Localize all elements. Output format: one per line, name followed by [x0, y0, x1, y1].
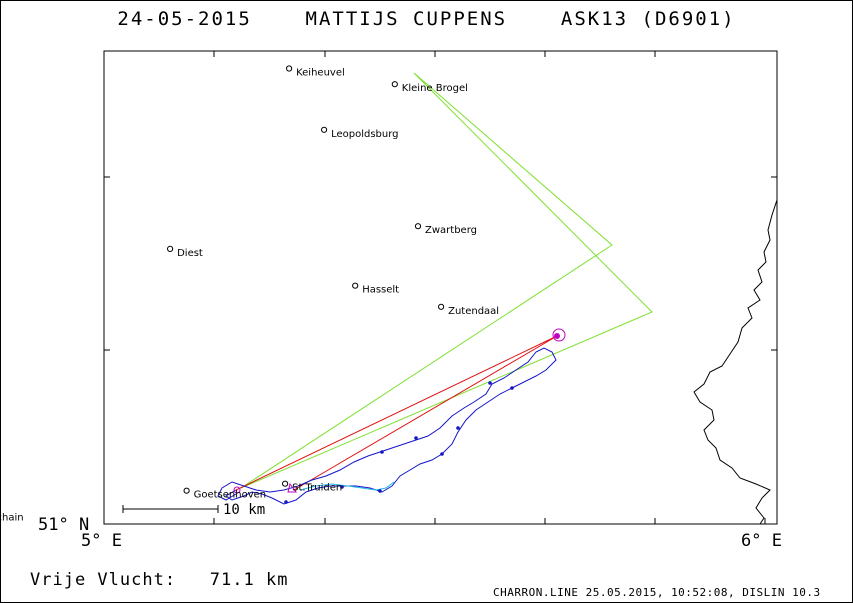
distance-value: 71.1 km — [209, 570, 289, 590]
longitude-right-label: 6° E — [741, 531, 782, 551]
flight-track-segment — [299, 481, 395, 491]
city-label: Goetsenhoven — [194, 490, 267, 501]
track-fix-markers — [284, 381, 514, 504]
scale-bar-label: 10 km — [223, 502, 265, 518]
city-label: St.Truiden — [292, 483, 342, 494]
distance-readout: Vrije Vlucht: 71.1 km — [30, 570, 288, 590]
city-marker — [352, 282, 359, 289]
city-label: Beauvechain — [0, 513, 24, 524]
turnpoint-markers — [233, 328, 566, 494]
country-border — [693, 199, 778, 525]
city-marker — [414, 223, 422, 230]
city-marker — [282, 480, 289, 487]
city-marker — [183, 487, 190, 494]
task-line — [240, 72, 653, 489]
city-marker — [438, 303, 445, 310]
longitude-left-label: 5° E — [81, 531, 122, 551]
city-marker — [286, 65, 293, 72]
city-marker — [321, 126, 328, 133]
city-label: Zwartberg — [425, 225, 477, 236]
software-credit: CHARRON.LINE 25.05.2015, 10:52:08, DISLI… — [493, 586, 821, 599]
city-label: Diest — [177, 248, 203, 259]
city-label: Zutendaal — [448, 306, 499, 317]
distance-label: Vrije Vlucht: — [30, 570, 177, 590]
city-label: Hasselt — [362, 285, 399, 296]
latitude-label: 51° N — [38, 515, 90, 535]
declared-line — [235, 335, 558, 491]
axis-ticks — [104, 51, 777, 524]
city-layer: Keiheuvel Kleine Brogel Leopoldsburg Diest Z… — [0, 65, 499, 524]
flight-track — [217, 347, 557, 505]
flight-title: 24-05-2015 MATTIJS CUPPENS ASK13 (D6901) — [117, 8, 736, 30]
city-marker — [391, 81, 398, 88]
city-label: Kleine Brogel — [402, 83, 468, 94]
scale-bar — [122, 505, 219, 513]
city-label: Leopoldsburg — [331, 129, 398, 140]
city-marker — [167, 245, 174, 252]
map-border — [103, 50, 778, 525]
city-label: Keiheuvel — [296, 68, 345, 79]
